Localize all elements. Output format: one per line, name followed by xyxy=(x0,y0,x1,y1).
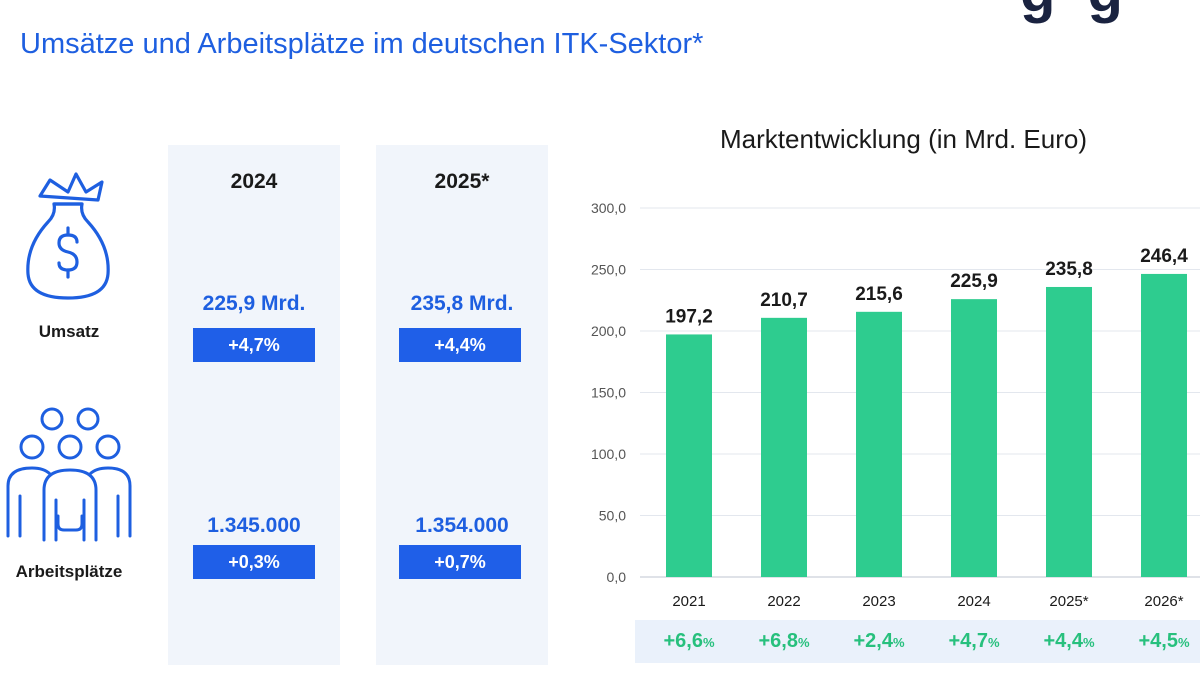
jobs-change-2024: +0,3% xyxy=(193,545,315,579)
bar xyxy=(761,317,807,577)
bar xyxy=(1046,286,1092,577)
data-label: 210,7 xyxy=(760,290,808,311)
title-remnant: g g xyxy=(1020,0,1131,25)
chart-title: Marktentwicklung (in Mrd. Euro) xyxy=(720,124,1087,154)
market-bar-chart: 0,0 50,0 100,0 150,0 200,0 250,0 300,0 197,2 202… xyxy=(591,200,1200,652)
data-label: 246,4 xyxy=(1140,246,1188,267)
growth-label: +4,5% xyxy=(1138,630,1189,652)
data-label: 225,9 xyxy=(950,271,998,292)
people-group-icon xyxy=(6,407,132,542)
year-header-2025: 2025* xyxy=(434,170,490,193)
umsatz-change-2025: +4,4% xyxy=(399,328,521,362)
x-tick-label: 2025* xyxy=(1049,593,1088,610)
y-tick-label: 100,0 xyxy=(591,446,626,462)
x-tick-label: 2024 xyxy=(957,593,990,610)
jobs-value-2025: 1.354.000 xyxy=(415,514,509,537)
year-header-2024: 2024 xyxy=(230,170,278,193)
x-tick-label: 2026* xyxy=(1144,593,1183,610)
growth-label: +4,4% xyxy=(1043,630,1094,652)
data-label: 215,6 xyxy=(855,284,903,305)
umsatz-change-2024: +4,7% xyxy=(193,328,315,362)
x-tick-label: 2022 xyxy=(767,593,800,610)
bar xyxy=(1141,273,1187,577)
bar xyxy=(666,334,712,577)
growth-label: +6,8% xyxy=(758,630,809,652)
y-tick-label: 200,0 xyxy=(591,323,626,339)
y-tick-label: 0,0 xyxy=(607,569,627,585)
umsatz-value-2025: 235,8 Mrd. xyxy=(410,292,514,315)
y-tick-label: 300,0 xyxy=(591,200,626,216)
umsatz-label: Umsatz xyxy=(38,322,100,341)
bar xyxy=(856,311,902,577)
y-tick-label: 150,0 xyxy=(591,385,626,401)
growth-label: +2,4% xyxy=(853,630,904,652)
umsatz-value-2024: 225,9 Mrd. xyxy=(202,292,306,315)
jobs-value-2024: 1.345.000 xyxy=(207,514,301,537)
y-tick-label: 250,0 xyxy=(591,262,626,278)
y-tick-label: 50,0 xyxy=(599,508,626,524)
data-label: 235,8 xyxy=(1045,259,1093,280)
bar xyxy=(951,299,997,577)
x-tick-label: 2021 xyxy=(672,593,705,610)
arbeitsplaetze-label: Arbeitsplätze xyxy=(15,562,123,581)
column-2024-panel xyxy=(168,145,340,665)
jobs-change-2025: +0,7% xyxy=(399,545,521,579)
growth-label: +6,6% xyxy=(663,630,714,652)
growth-strip xyxy=(635,620,1200,663)
x-tick-label: 2023 xyxy=(862,593,895,610)
data-label: 197,2 xyxy=(665,306,713,327)
page-subtitle: Umsätze und Arbeitsplätze im deutschen I… xyxy=(20,28,704,60)
column-2025-panel xyxy=(376,145,548,665)
growth-label: +4,7% xyxy=(948,630,999,652)
money-bag-icon xyxy=(26,172,110,300)
